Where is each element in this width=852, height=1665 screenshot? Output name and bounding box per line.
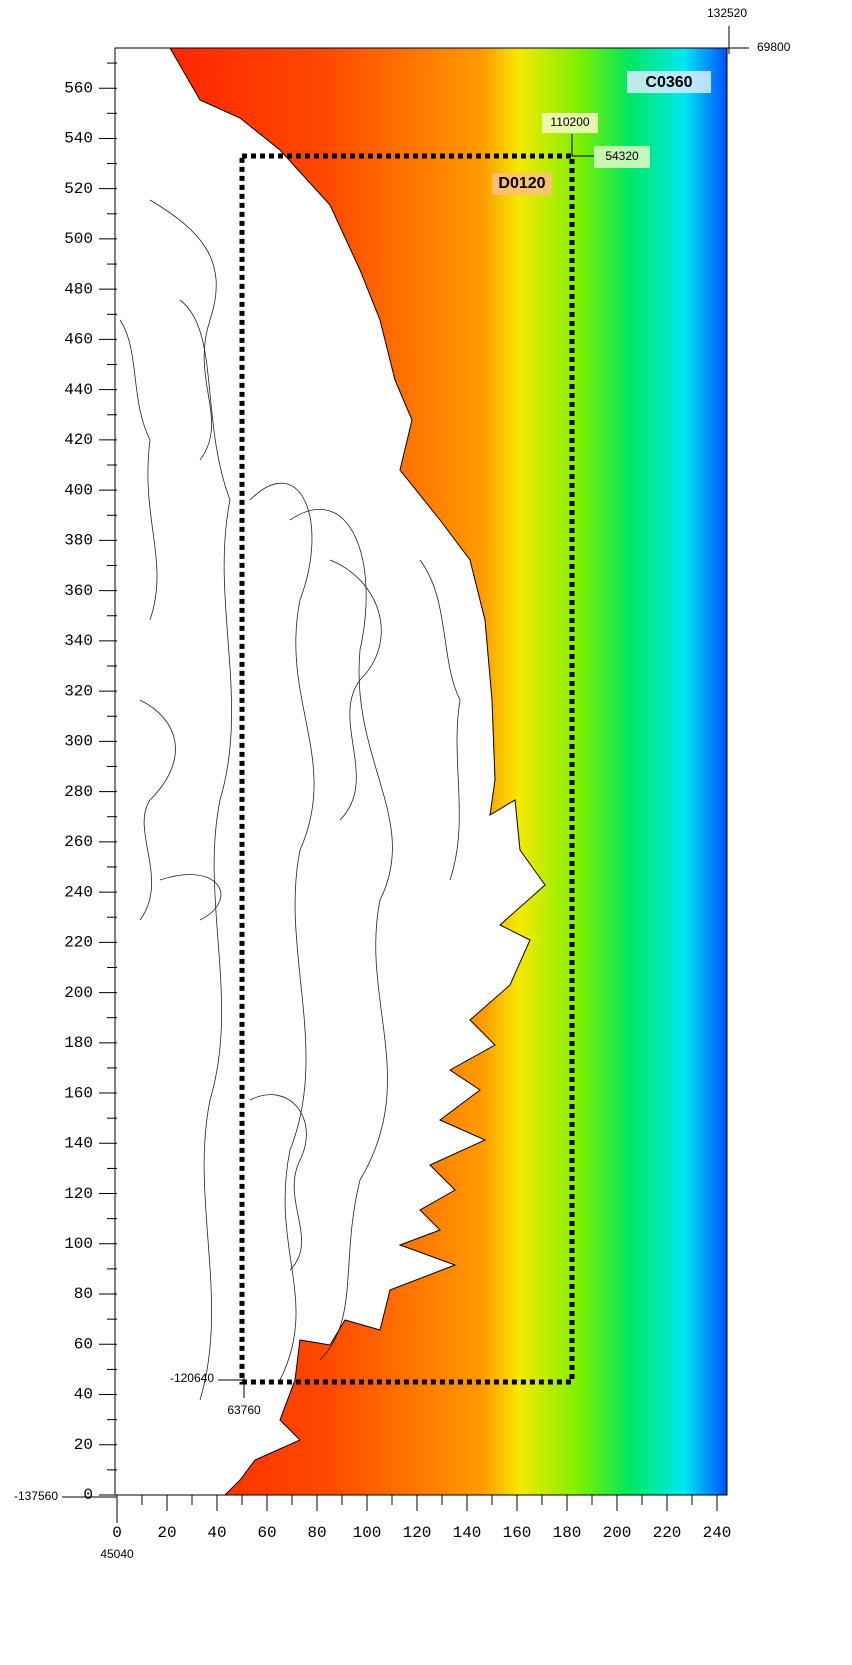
y-tick-label: 60 (74, 1335, 93, 1353)
y-tick-label: 20 (74, 1436, 93, 1454)
y-tick-label: 100 (64, 1235, 93, 1253)
x-tick-label: 20 (157, 1524, 176, 1542)
y-tick-label: 0 (83, 1486, 93, 1504)
y-tick-label: 260 (64, 833, 93, 851)
x-tick-label: 60 (257, 1524, 276, 1542)
x-tick-label: 140 (453, 1524, 482, 1542)
x-tick-label: 160 (503, 1524, 532, 1542)
y-tick-label: 200 (64, 984, 93, 1002)
x-tick-label: 220 (653, 1524, 682, 1542)
y-tick-label: 160 (64, 1084, 93, 1102)
corner-label: 45040 (100, 1547, 134, 1561)
y-tick-label: 520 (64, 180, 93, 198)
y-tick-label: 320 (64, 682, 93, 700)
y-tick-label: 380 (64, 532, 93, 550)
y-tick-label: 460 (64, 331, 93, 349)
corner-label: 132520 (707, 6, 747, 20)
y-tick-label: 500 (64, 230, 93, 248)
page: {"map": { "xlim": [0, 244], "ylim": [0, … (0, 0, 852, 1665)
corner-label: -120640 (170, 1371, 214, 1385)
corner-label: 54320 (605, 149, 639, 163)
domain-label: C0360 (645, 74, 692, 91)
y-tick-label: 300 (64, 733, 93, 751)
y-tick-label: 220 (64, 934, 93, 952)
y-tick-label: 120 (64, 1185, 93, 1203)
y-tick-label: 420 (64, 431, 93, 449)
y-tick-label: 340 (64, 632, 93, 650)
y-tick-label: 480 (64, 280, 93, 298)
y-tick-label: 440 (64, 381, 93, 399)
x-tick-label: 200 (603, 1524, 632, 1542)
x-tick-label: 40 (207, 1524, 226, 1542)
y-tick-label: 140 (64, 1135, 93, 1153)
y-tick-label: 280 (64, 783, 93, 801)
corner-label: -137560 (14, 1489, 58, 1503)
y-tick-label: 80 (74, 1285, 93, 1303)
x-tick-label: 120 (403, 1524, 432, 1542)
y-tick-label: 560 (64, 79, 93, 97)
y-tick-label: 540 (64, 130, 93, 148)
corner-label: 69800 (757, 40, 791, 54)
x-tick-label: 0 (112, 1524, 122, 1542)
y-tick-label: 360 (64, 582, 93, 600)
x-tick-label: 80 (307, 1524, 326, 1542)
x-tick-label: 180 (553, 1524, 582, 1542)
y-tick-label: 40 (74, 1386, 93, 1404)
map-figure: 0 20 40 60 80 100 120 140 160 180 200 220 240 0 20 40 60… (0, 0, 852, 1665)
domain-label: D0120 (498, 175, 545, 192)
y-tick-label: 400 (64, 481, 93, 499)
y-tick-label: 180 (64, 1034, 93, 1052)
y-tick-label: 240 (64, 883, 93, 901)
x-tick-label: 240 (703, 1524, 732, 1542)
x-tick-label: 100 (353, 1524, 382, 1542)
corner-label: 110200 (550, 115, 589, 129)
corner-label: 63760 (227, 1403, 261, 1417)
